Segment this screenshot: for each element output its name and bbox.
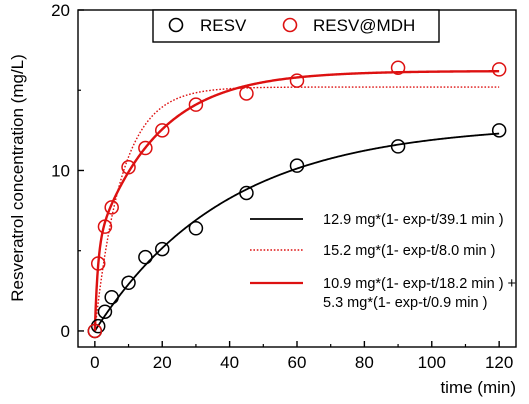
y-tick-label: 20 [51,1,70,20]
data-point-resv-mdh [97,219,113,234]
data-point-resv-mdh [154,123,170,138]
data-point-resv [138,249,153,265]
data-point-resv [239,185,254,201]
data-point-resv-mdh [104,200,119,215]
data-point-resv [390,139,406,154]
x-tick-label: 100 [418,353,446,372]
data-markers [87,60,507,339]
fit-legend-label-double: 10.9 mg*(1- exp-t/18.2 min ) + [323,276,516,292]
data-point-resv [491,123,507,138]
data-point-resv [90,318,106,334]
series-legend: RESV RESV@MDH [152,9,440,43]
data-point-resv-mdh [87,323,103,339]
fit-legend-label-double-line2: 5.3 mg*(1- exp-t/0.9 min ) [323,295,487,311]
data-point-resv-mdh [289,73,305,88]
y-tick-label: 10 [51,161,70,180]
data-point-resv [154,241,170,257]
data-point-resv [97,304,113,319]
data-point-resv-mdh [491,62,507,77]
x-tick-label: 40 [220,353,239,372]
legend-marker-resv-mdh [282,17,298,33]
x-tick-label: 0 [90,353,99,372]
y-axis-title: Resveratrol concentration (mg/L) [8,54,27,302]
x-tick-label: 20 [153,353,172,372]
axes: 0 20 40 60 80 100 120 0 10 20 [51,1,513,372]
fit-legend-label-single: 15.2 mg*(1- exp-t/8.0 min ) [323,243,495,259]
data-point-resv-mdh [188,97,204,112]
data-point-resv-mdh [90,256,106,271]
x-axis-title: time (min) [440,378,516,397]
x-tick-label: 120 [485,353,513,372]
data-point-resv-mdh [138,140,153,156]
legend-label-resv-mdh: RESV@MDH [313,16,415,35]
data-point-resv-mdh [121,160,136,175]
legend-label-resv: RESV [200,16,247,35]
data-point-resv-mdh [390,60,406,76]
x-tick-label: 60 [288,353,307,372]
fit-legend-label-resv: 12.9 mg*(1- exp-t/39.1 min ) [323,212,504,228]
x-tick-label: 80 [355,353,374,372]
y-tick-label: 0 [61,322,70,341]
legend-marker-resv [168,17,184,33]
data-point-resv [188,220,204,236]
fit-curves [93,70,500,332]
fit-curve-single-exp [94,86,500,332]
fit-curve-resv [94,132,500,332]
data-point-resv [121,275,136,291]
data-point-resv [289,158,305,173]
fit-legend: 12.9 mg*(1- exp-t/39.1 min ) 15.2 mg*(1-… [250,212,516,311]
data-point-resv [104,290,119,305]
fit-curve-double-exp [93,70,500,331]
data-point-resv-mdh [239,86,254,101]
